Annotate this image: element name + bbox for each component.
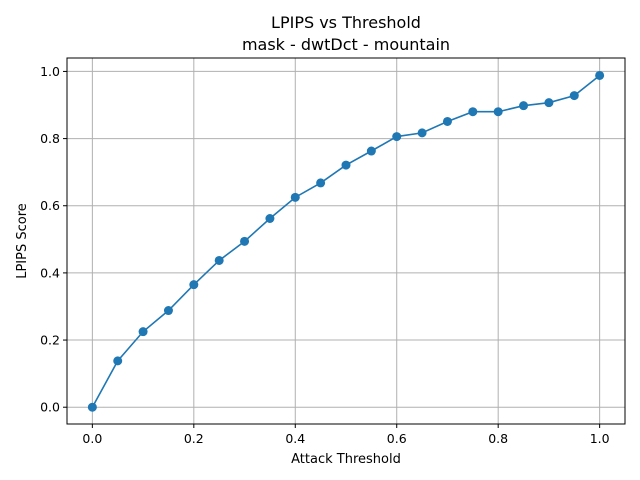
x-tick-label: 0.0 [82,431,102,446]
data-point [138,327,148,337]
data-point [214,255,224,265]
y-axis-label: LPIPS Score [15,203,30,279]
data-point [341,160,351,170]
data-point [569,91,579,101]
y-tick-label: 0.2 [40,333,60,348]
data-point [163,306,173,316]
y-tick-label: 0.4 [40,265,60,280]
data-point [468,107,478,117]
data-point [290,192,300,202]
x-tick-label: 0.8 [488,431,508,446]
axis-ticks: 0.0 0.2 0.4 0.6 0.8 1.0 0.0 0.2 0.4 0.6 0.8 1.0 [40,64,610,446]
data-point [265,214,275,224]
x-tick-label: 0.4 [285,431,305,446]
chart-title: LPIPS vs Threshold [271,13,421,32]
data-point [316,178,326,188]
plot-frame [66,57,626,425]
x-tick-label: 0.2 [184,431,204,446]
data-point [240,236,250,246]
data-point [493,107,503,117]
data-point [189,280,199,290]
data-point [544,98,554,108]
chart-subtitle: mask - dwtDct - mountain [242,35,450,54]
x-tick-label: 0.6 [387,431,407,446]
y-tick-label: 0.8 [40,131,60,146]
data-point [392,132,402,142]
data-point [519,101,529,111]
data-point [595,70,605,80]
x-tick-label: 1.0 [590,431,610,446]
data-point [87,402,97,412]
series-layer [87,70,605,412]
data-point [417,128,427,138]
data-point [442,116,452,126]
x-axis-label: Attack Threshold [291,452,401,467]
y-tick-label: 0.0 [40,400,60,415]
grid [67,58,625,424]
data-point [113,356,123,366]
y-tick-label: 0.6 [40,198,60,213]
data-point [366,146,376,156]
y-tick-label: 1.0 [40,64,60,79]
